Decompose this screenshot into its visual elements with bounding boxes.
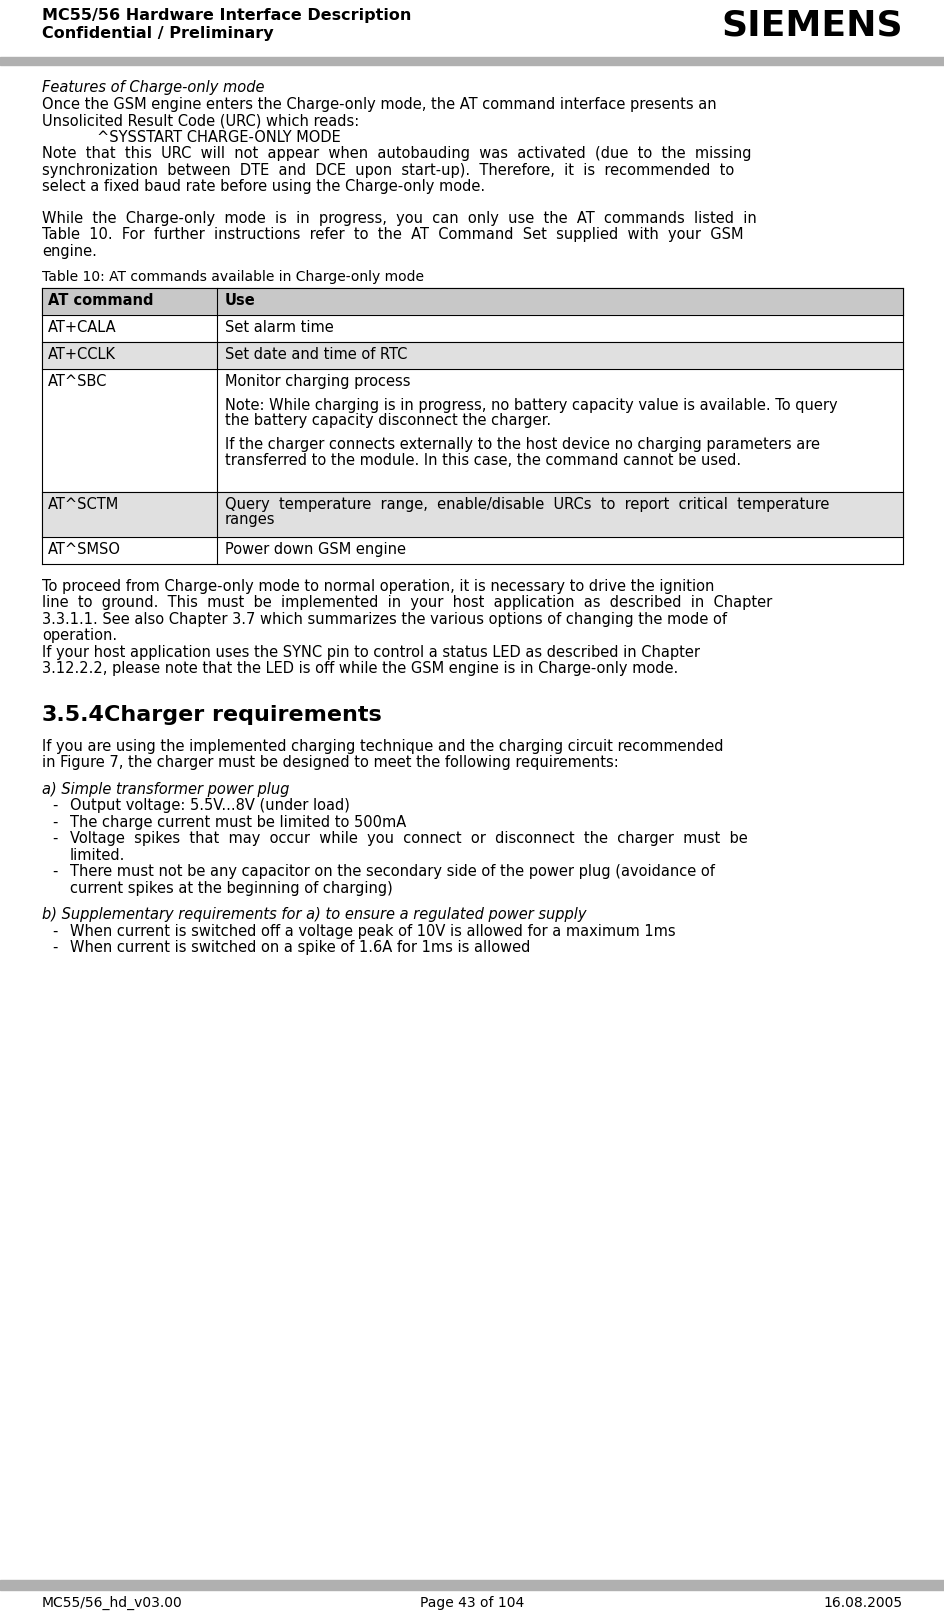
Text: b) Supplementary requirements for a) to ensure a regulated power supply: b) Supplementary requirements for a) to …	[42, 908, 586, 922]
Text: Table 10: AT commands available in Charge-only mode: Table 10: AT commands available in Charg…	[42, 270, 424, 285]
Text: AT command: AT command	[48, 293, 153, 307]
Text: -: -	[52, 940, 58, 955]
Text: MC55/56 Hardware Interface Description: MC55/56 Hardware Interface Description	[42, 8, 411, 23]
Text: ranges: ranges	[225, 513, 276, 527]
Text: in Figure 7, the charger must be designed to meet the following requirements:: in Figure 7, the charger must be designe…	[42, 756, 618, 770]
Text: AT^SMSO: AT^SMSO	[48, 542, 121, 557]
Text: engine.: engine.	[42, 243, 97, 259]
Text: -: -	[52, 864, 58, 879]
Text: Set date and time of RTC: Set date and time of RTC	[225, 348, 407, 362]
Text: -: -	[52, 798, 58, 814]
Text: AT^SBC: AT^SBC	[48, 374, 108, 390]
Bar	[42, 369, 902, 492]
Text: 3.12.2.2, please note that the LED is off while the GSM engine is in Charge-only: 3.12.2.2, please note that the LED is of…	[42, 662, 678, 676]
Text: line  to  ground.  This  must  be  implemented  in  your  host  application  as : line to ground. This must be implemented…	[42, 595, 771, 610]
Text: -: -	[52, 832, 58, 846]
Text: If your host application uses the SYNC pin to control a status LED as described : If your host application uses the SYNC p…	[42, 644, 700, 660]
Text: Query  temperature  range,  enable/disable  URCs  to  report  critical  temperat: Query temperature range, enable/disable …	[225, 497, 829, 511]
Text: When current is switched off a voltage peak of 10V is allowed for a maximum 1ms: When current is switched off a voltage p…	[70, 924, 675, 938]
Text: the battery capacity disconnect the charger.: the battery capacity disconnect the char…	[225, 414, 550, 429]
Bar	[0, 57, 944, 65]
Text: Monitor charging process: Monitor charging process	[225, 374, 410, 390]
Bar	[42, 492, 902, 537]
Text: AT+CCLK: AT+CCLK	[48, 348, 116, 362]
Text: ^SYSSTART CHARGE-ONLY MODE: ^SYSSTART CHARGE-ONLY MODE	[97, 129, 341, 144]
Text: Table  10.  For  further  instructions  refer  to  the  AT  Command  Set  suppli: Table 10. For further instructions refer…	[42, 227, 743, 243]
Text: Set alarm time: Set alarm time	[225, 320, 333, 335]
Text: a) Simple transformer power plug: a) Simple transformer power plug	[42, 781, 289, 796]
Text: While  the  Charge-only  mode  is  in  progress,  you  can  only  use  the  AT  : While the Charge-only mode is in progres…	[42, 210, 756, 225]
Text: There must not be any capacitor on the secondary side of the power plug (avoidan: There must not be any capacitor on the s…	[70, 864, 714, 879]
Text: Power down GSM engine: Power down GSM engine	[225, 542, 406, 557]
Bar	[0, 1581, 944, 1587]
Text: current spikes at the beginning of charging): current spikes at the beginning of charg…	[70, 880, 393, 896]
Text: Features of Charge-only mode: Features of Charge-only mode	[42, 79, 264, 95]
Text: Note  that  this  URC  will  not  appear  when  autobauding  was  activated  (du: Note that this URC will not appear when …	[42, 146, 750, 162]
Text: Charger requirements: Charger requirements	[104, 705, 381, 725]
Text: Output voltage: 5.5V...8V (under load): Output voltage: 5.5V...8V (under load)	[70, 798, 349, 814]
Text: synchronization  between  DTE  and  DCE  upon  start-up).  Therefore,  it  is  r: synchronization between DTE and DCE upon…	[42, 162, 733, 178]
Text: Once the GSM engine enters the Charge-only mode, the AT command interface presen: Once the GSM engine enters the Charge-on…	[42, 97, 716, 112]
Text: Page 43 of 104: Page 43 of 104	[420, 1595, 524, 1610]
Bar	[42, 288, 902, 316]
Text: AT^SCTM: AT^SCTM	[48, 497, 119, 511]
Text: AT+CALA: AT+CALA	[48, 320, 116, 335]
Bar	[42, 341, 902, 369]
Text: Note: While charging is in progress, no battery capacity value is available. To : Note: While charging is in progress, no …	[225, 398, 836, 413]
Text: To proceed from Charge-only mode to normal operation, it is necessary to drive t: To proceed from Charge-only mode to norm…	[42, 579, 714, 594]
Bar	[42, 316, 902, 341]
Bar	[0, 1582, 944, 1590]
Text: -: -	[52, 924, 58, 938]
Text: When current is switched on a spike of 1.6A for 1ms is allowed: When current is switched on a spike of 1…	[70, 940, 530, 955]
Bar	[42, 537, 902, 563]
Text: select a fixed baud rate before using the Charge-only mode.: select a fixed baud rate before using th…	[42, 180, 484, 194]
Text: 3.3.1.1. See also Chapter 3.7 which summarizes the various options of changing t: 3.3.1.1. See also Chapter 3.7 which summ…	[42, 612, 726, 626]
Text: 3.5.4: 3.5.4	[42, 705, 105, 725]
Text: The charge current must be limited to 500mA: The charge current must be limited to 50…	[70, 814, 406, 830]
Text: Confidential / Preliminary: Confidential / Preliminary	[42, 26, 274, 40]
Text: Unsolicited Result Code (URC) which reads:: Unsolicited Result Code (URC) which read…	[42, 113, 359, 128]
Text: operation.: operation.	[42, 628, 117, 642]
Text: If the charger connects externally to the host device no charging parameters are: If the charger connects externally to th…	[225, 437, 819, 451]
Text: MC55/56_hd_v03.00: MC55/56_hd_v03.00	[42, 1595, 182, 1610]
Text: 16.08.2005: 16.08.2005	[823, 1595, 902, 1610]
Text: -: -	[52, 814, 58, 830]
Text: SIEMENS: SIEMENS	[720, 8, 902, 42]
Text: Voltage  spikes  that  may  occur  while  you  connect  or  disconnect  the  cha: Voltage spikes that may occur while you …	[70, 832, 747, 846]
Text: If you are using the implemented charging technique and the charging circuit rec: If you are using the implemented chargin…	[42, 739, 723, 754]
Text: transferred to the module. In this case, the command cannot be used.: transferred to the module. In this case,…	[225, 453, 740, 468]
Text: Use: Use	[225, 293, 256, 307]
Text: limited.: limited.	[70, 848, 126, 862]
